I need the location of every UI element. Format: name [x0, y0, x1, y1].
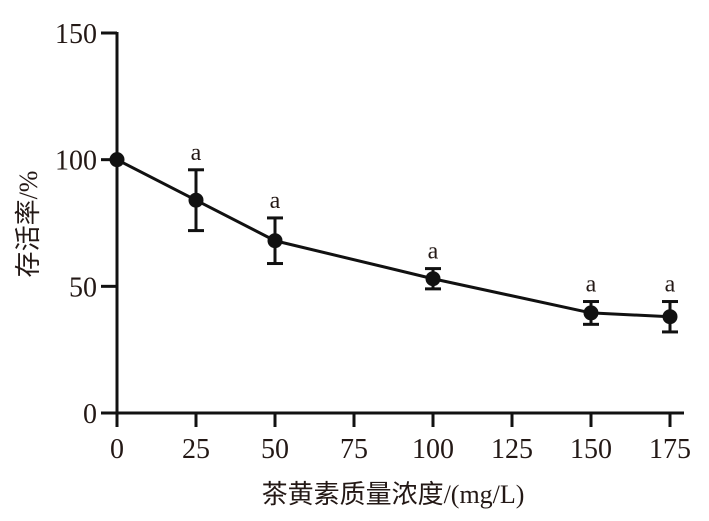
significance-label: a: [191, 140, 202, 166]
series-line: [116, 158, 671, 319]
x-tick-label: 150: [570, 434, 612, 465]
significance-label: a: [270, 188, 281, 214]
y-tick-label: 50: [69, 272, 97, 303]
y-tick-label: 150: [55, 19, 97, 50]
x-tick-label: 25: [182, 434, 210, 465]
significance-label: a: [665, 272, 676, 298]
x-tick-label: 100: [412, 434, 454, 465]
axes: 0 50 100 150 0 25 50 75 100 125 150 175: [55, 19, 691, 465]
data-point: [662, 309, 678, 325]
y-tick-label: 0: [83, 399, 97, 430]
x-tick-label: 0: [110, 434, 124, 465]
data-point: [425, 271, 441, 287]
y-axis-title: 存活率/%: [14, 171, 43, 278]
x-tick-label: 75: [340, 434, 368, 465]
data-marks: a a a a a: [109, 140, 678, 334]
x-tick-label: 50: [261, 434, 289, 465]
x-axis-title: 茶黄素质量浓度/(mg/L): [262, 480, 525, 509]
data-point: [109, 152, 125, 168]
x-tick-label: 125: [491, 434, 533, 465]
significance-label: a: [586, 272, 597, 298]
y-tick-label: 100: [55, 146, 97, 177]
data-point: [267, 233, 283, 249]
data-point: [188, 192, 204, 208]
x-tick-label: 175: [649, 434, 691, 465]
data-point: [583, 305, 599, 321]
significance-label: a: [428, 239, 439, 265]
